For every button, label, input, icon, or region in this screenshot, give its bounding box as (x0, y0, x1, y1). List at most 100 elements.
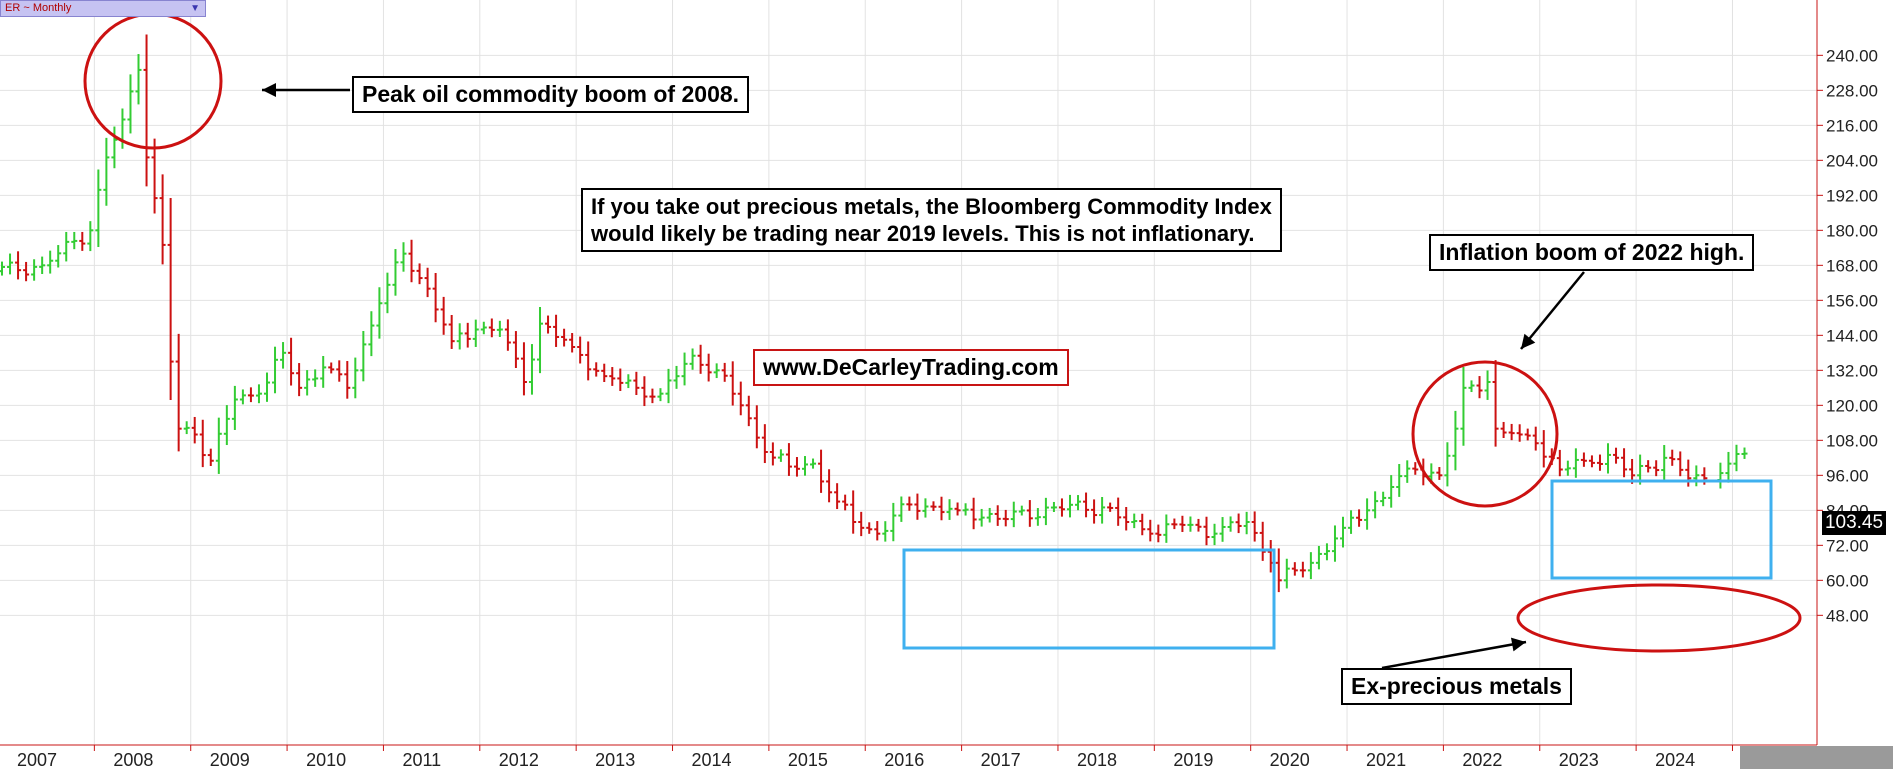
ohlc-bar (71, 231, 78, 250)
arrow-to-2008-peak (262, 83, 350, 97)
ohlc-bar (1388, 475, 1395, 508)
ohlc-bar (1492, 360, 1499, 447)
ohlc-bar (802, 456, 808, 476)
ohlc-bar (545, 315, 552, 334)
y-tick-label: 132.00 (1826, 361, 1878, 380)
x-tick-label: 2010 (306, 750, 346, 769)
ohlc-bar (320, 356, 327, 388)
chevron-down-icon[interactable]: ▼ (190, 3, 200, 14)
ohlc-bar (898, 496, 905, 522)
ohlc-bar (1066, 494, 1073, 518)
ohlc-bar (360, 330, 367, 382)
x-tick-label: 2007 (17, 750, 57, 769)
ohlc-bar (697, 344, 704, 374)
arrow-to-ex-precious (1381, 637, 1527, 670)
ohlc-bar (1484, 370, 1491, 400)
ohlc-bar (1275, 548, 1282, 593)
symbol-selector[interactable]: ER ~ Monthly ▼ (0, 0, 206, 17)
ohlc-bar (328, 362, 335, 374)
ohlc-bar (1500, 421, 1507, 439)
ohlc-bar (826, 469, 833, 503)
ohlc-bar (745, 395, 752, 427)
ohlc-bar (215, 417, 222, 474)
ohlc-bar (1315, 545, 1322, 570)
ohlc-bar (681, 352, 688, 386)
ohlc-bar (1452, 410, 1459, 471)
ohlc-bar (191, 416, 198, 444)
ohlc-bar (1364, 498, 1371, 530)
y-tick-label: 228.00 (1826, 81, 1878, 100)
ohlc-bar (970, 497, 977, 530)
ohlc-bar (1187, 516, 1194, 532)
ohlc-bar (810, 458, 817, 469)
ohlc-bar (1404, 460, 1411, 483)
y-tick-label: 144.00 (1826, 326, 1878, 345)
ohlc-bar (1219, 517, 1226, 542)
ohlc-bar (1532, 426, 1539, 451)
ohlc-bar (1235, 513, 1242, 534)
ohlc-bar (1661, 445, 1668, 481)
ohlc-bar (512, 331, 519, 368)
ohlc-bar (906, 496, 913, 511)
ohlc-bar (1203, 516, 1210, 546)
ohlc-bar (1436, 467, 1443, 480)
ohlc-bar (1613, 447, 1620, 464)
ohlc-bar (1323, 543, 1330, 561)
y-tick-label: 216.00 (1826, 116, 1878, 135)
ohlc-bar (657, 388, 664, 402)
x-tick-label: 2022 (1462, 750, 1502, 769)
ohlc-bar (47, 250, 54, 274)
peak-2022-circle (1411, 360, 1559, 508)
ohlc-bar (1099, 496, 1106, 524)
ohlc-bar (713, 363, 720, 379)
ohlc-bar (352, 357, 359, 399)
ohlc-bar (504, 319, 511, 351)
range-2023-2025-box (1550, 479, 1773, 580)
ohlc-bar (432, 273, 439, 323)
ohlc-bar (272, 346, 279, 394)
peak-oil-label: Peak oil commodity boom of 2008. (352, 76, 750, 113)
ohlc-bar (601, 363, 608, 382)
ohlc-bar (818, 449, 825, 493)
ohlc-bar (288, 337, 295, 386)
ohlc-bar (1540, 430, 1547, 468)
ohlc-bar (1147, 519, 1154, 542)
ohlc-bar (1042, 497, 1049, 526)
ohlc-bar (440, 296, 447, 335)
ohlc-bar (183, 421, 190, 435)
ohlc-bar (729, 361, 736, 406)
ohlc-bar (665, 368, 672, 404)
ohlc-bar (1412, 462, 1419, 475)
ohlc-bar (1171, 518, 1178, 530)
ohlc-bar (103, 137, 110, 206)
scroll-track[interactable] (1740, 746, 1893, 769)
ohlc-bar (1179, 515, 1186, 532)
ohlc-bar (159, 174, 166, 265)
ohlc-bar (1396, 464, 1403, 497)
ohlc-bar (834, 483, 841, 510)
x-tick-label: 2017 (981, 750, 1021, 769)
ohlc-bar (922, 498, 929, 518)
ohlc-bar (1380, 491, 1387, 507)
y-tick-label: 168.00 (1826, 256, 1878, 275)
y-tick-label: 120.00 (1826, 396, 1878, 415)
ohlc-bar (1299, 561, 1306, 578)
y-tick-label: 192.00 (1826, 186, 1878, 205)
ohlc-bar (400, 242, 407, 272)
ohlc-bar (946, 499, 953, 520)
x-tick-label: 2009 (210, 750, 250, 769)
ohlc-bar (882, 521, 889, 542)
ohlc-bar (31, 259, 38, 281)
ohlc-bar (1653, 460, 1660, 477)
ohlc-bar (850, 490, 857, 534)
ohlc-bar (239, 389, 246, 405)
ohlc-bar (1034, 508, 1041, 526)
ohlc-bar (609, 367, 616, 386)
ohlc-bar (986, 507, 993, 523)
ohlc-bar (1026, 500, 1033, 527)
ohlc-bar (472, 319, 479, 347)
ohlc-bar (151, 138, 158, 214)
ohlc-bar (1596, 454, 1603, 471)
ohlc-bar (1075, 495, 1082, 511)
